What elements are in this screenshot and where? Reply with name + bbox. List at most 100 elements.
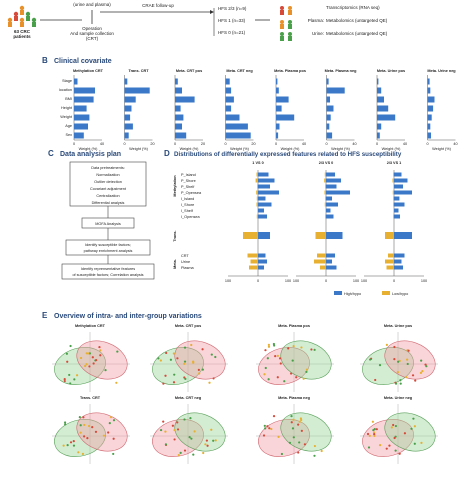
plan-box4-line: Identify reprensentative features bbox=[81, 267, 135, 271]
tick-label: 0 bbox=[325, 142, 327, 146]
row-label: location bbox=[59, 88, 72, 92]
row-group-methylation: Methylation bbox=[173, 175, 177, 197]
meth-bar-low bbox=[256, 190, 258, 195]
sample-point bbox=[299, 417, 303, 420]
panel-b-row-labels: Stage location BMI Height Weight Age Sex bbox=[59, 79, 73, 137]
sample-point bbox=[375, 428, 378, 431]
bar bbox=[276, 87, 279, 94]
sample-point bbox=[173, 373, 176, 376]
meth-bar-low bbox=[393, 184, 394, 189]
omics-urine-source: Urine: bbox=[312, 31, 324, 36]
sample-point bbox=[280, 452, 284, 456]
group-hfs23: HFS 2/3 (n=9) bbox=[218, 6, 247, 11]
bar bbox=[377, 105, 389, 112]
bar bbox=[276, 96, 289, 103]
legend-swatch-high bbox=[334, 291, 342, 295]
meth-bar-high bbox=[258, 208, 264, 213]
sample-point bbox=[371, 420, 375, 423]
legend-label-low: Low/hypo bbox=[392, 292, 408, 296]
group-ellipse bbox=[174, 340, 226, 380]
meth-row-label: I_Opensea bbox=[181, 215, 200, 219]
sample-point bbox=[390, 426, 393, 429]
meth-row-label: P_Shore bbox=[181, 179, 196, 183]
trans-bar-low bbox=[315, 232, 326, 239]
scatter-title: Meta. CRT neg bbox=[175, 396, 202, 400]
sample-point bbox=[291, 427, 295, 430]
sample-point bbox=[83, 423, 86, 427]
chart-title: Meta. Plasma pos bbox=[274, 69, 306, 73]
sample-point bbox=[373, 431, 376, 434]
sample-point bbox=[204, 443, 207, 446]
tick-label: 0 bbox=[376, 142, 378, 146]
sample-point bbox=[420, 359, 423, 362]
sample-point bbox=[63, 378, 66, 381]
sample-point bbox=[368, 434, 371, 437]
column-title: 2/3 VS 1 bbox=[387, 161, 402, 165]
sample-point bbox=[287, 347, 290, 350]
sample-point bbox=[157, 357, 160, 360]
sample-point bbox=[164, 374, 167, 377]
plan-box1-line: Data pretreatments: bbox=[91, 166, 125, 170]
sample-point bbox=[164, 430, 167, 433]
sample-point bbox=[393, 436, 396, 440]
sample-point bbox=[176, 428, 180, 431]
scatter-title: Meta. CRT pos bbox=[175, 324, 201, 328]
sample-point bbox=[274, 355, 277, 358]
bar bbox=[276, 78, 278, 85]
meth-bar-high bbox=[394, 196, 400, 201]
sample-point bbox=[197, 368, 200, 371]
tick-label: 100 bbox=[421, 279, 427, 283]
sample-point bbox=[165, 351, 168, 355]
meta-bar-high bbox=[326, 259, 332, 264]
bar bbox=[124, 123, 133, 130]
sample-point bbox=[192, 361, 195, 364]
sample-point bbox=[183, 449, 187, 452]
chart-title: Methylation CRT bbox=[73, 69, 104, 73]
sample-point bbox=[393, 345, 396, 349]
omics-plasma-label: Metabolomics (untargeted QE) bbox=[326, 18, 388, 23]
sample-point bbox=[399, 379, 402, 382]
meta-row-label: Urine bbox=[181, 260, 190, 264]
sample-point bbox=[169, 358, 173, 361]
bar bbox=[124, 105, 132, 112]
sample-point bbox=[201, 348, 204, 351]
sample-point bbox=[283, 380, 286, 383]
plan-box1-line: Covariant adjustment bbox=[90, 187, 127, 191]
meth-bar-low bbox=[324, 172, 326, 177]
meth-bar-low bbox=[392, 190, 394, 195]
meta-bar-high bbox=[394, 265, 403, 270]
panel-e-title: Overview of intra- and inter-group varia… bbox=[54, 313, 202, 320]
bar bbox=[175, 87, 182, 94]
meth-row-labels: P_Island P_Shore P_Shelf P_Opensea I_Isl… bbox=[181, 173, 202, 219]
sample-point bbox=[85, 363, 88, 366]
sample-point bbox=[162, 382, 165, 385]
meth-bar-high bbox=[258, 190, 279, 195]
x-axis-label: Weight (%) bbox=[331, 147, 350, 151]
chart-title: Meta. Urine pos bbox=[377, 69, 405, 73]
bar bbox=[276, 132, 279, 139]
meth-bar-high bbox=[326, 172, 335, 177]
sample-point bbox=[189, 417, 192, 420]
sample-point bbox=[420, 441, 423, 444]
meth-bar-low bbox=[392, 178, 394, 183]
sample-point bbox=[95, 358, 98, 362]
bar bbox=[377, 114, 396, 121]
meth-bar-high bbox=[394, 190, 412, 195]
bar bbox=[377, 96, 384, 103]
meth-bar-high bbox=[258, 196, 266, 201]
plan-box1-line: Centralization bbox=[96, 194, 119, 198]
operation-text-3: (CRT) bbox=[86, 36, 99, 41]
sample-point bbox=[214, 439, 217, 442]
sample-point bbox=[297, 423, 300, 426]
sample-point bbox=[208, 381, 211, 384]
scatter-title: Meta. Urine neg bbox=[384, 396, 413, 400]
sample-point bbox=[373, 434, 376, 437]
sample-point bbox=[292, 344, 295, 348]
meth-bar-high bbox=[326, 196, 332, 201]
meta-bar-low bbox=[250, 259, 258, 264]
sample-point bbox=[72, 440, 75, 443]
panel-b: B Clinical covariate Stage location BMI … bbox=[42, 56, 458, 151]
sample-point bbox=[289, 372, 293, 375]
meth-bar-low bbox=[325, 214, 326, 219]
meth-row-label: P_Shelf bbox=[181, 185, 195, 189]
